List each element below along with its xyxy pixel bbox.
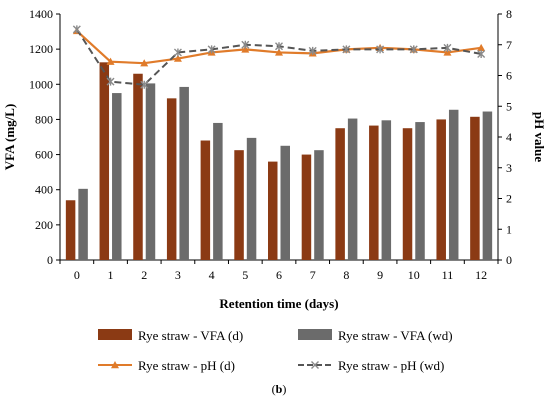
x-axis-ticks: 0 1 2 3 4 5 6 7 8 9 10 11 12 — [59, 260, 499, 282]
ph-wd-point — [140, 80, 149, 89]
vfa-d-bar — [200, 140, 211, 260]
vfa-wd-bar — [314, 150, 324, 260]
y2-tick-label: 1 — [506, 222, 512, 236]
vfa-wd-bar — [482, 111, 493, 261]
x-tick-label: 1 — [108, 268, 114, 282]
vfa-wd-bar — [145, 83, 156, 261]
vfa-wd-bar — [415, 122, 425, 260]
ph-wd-point — [241, 40, 250, 49]
x-tick-label: 12 — [475, 268, 487, 282]
y2-tick-label: 5 — [506, 99, 512, 113]
vfa-d-bar — [335, 128, 345, 260]
x-tick-label: 3 — [175, 268, 181, 282]
y-tick-label: 400 — [35, 183, 53, 197]
ph-wd-point — [477, 49, 486, 58]
bar-series — [65, 62, 493, 261]
x-tick-label: 6 — [276, 268, 282, 282]
vfa-d-bar — [402, 128, 413, 260]
ph-wd-point — [106, 77, 115, 86]
vfa-wd-bar — [280, 145, 290, 260]
vfa-d-bar — [133, 73, 143, 260]
vfa-wd-bar — [448, 109, 459, 260]
vfa-d-bar — [470, 116, 480, 261]
legend-swatch — [298, 329, 332, 340]
vfa-wd-bar — [78, 188, 88, 260]
ph-wd-point — [173, 48, 182, 57]
x-axis-title: Retention time (days) — [219, 296, 338, 311]
line-series — [72, 25, 486, 89]
x-tick-label: 4 — [209, 268, 215, 282]
x-tick-label: 7 — [310, 268, 316, 282]
x-tick-label: 5 — [242, 268, 248, 282]
y-axis-ticks: 0 200 400 600 800 1000 1200 1400 — [29, 7, 60, 267]
x-tick-label: 10 — [408, 268, 420, 282]
vfa-wd-bar — [179, 86, 189, 261]
y2-tick-label: 7 — [506, 38, 512, 52]
ph-d-point — [140, 59, 149, 67]
y2-tick-label: 8 — [506, 7, 512, 21]
ph-d-point — [106, 57, 115, 65]
ph-wd-point — [72, 25, 81, 34]
y2-axis-ticks: 0 1 2 3 4 5 6 7 8 — [498, 7, 512, 267]
legend-label: Rye straw - pH (d) — [138, 358, 235, 373]
vfa-wd-bar — [246, 137, 257, 260]
vfa-wd-bar — [112, 93, 122, 260]
legend-label: Rye straw - pH (wd) — [338, 358, 444, 373]
y-tick-label: 800 — [35, 112, 53, 126]
x-tick-label: 11 — [442, 268, 454, 282]
y2-tick-label: 3 — [506, 161, 512, 175]
ph-d-point — [443, 48, 452, 56]
x-tick-label: 9 — [377, 268, 383, 282]
ph-d-point — [173, 54, 182, 62]
ph-wd-point — [443, 43, 452, 52]
y-tick-label: 600 — [35, 148, 53, 162]
ph-wd-point — [275, 42, 283, 51]
y-axis-title: VFA (mg/L) — [2, 104, 17, 171]
y2-tick-label: 6 — [506, 69, 512, 83]
legend-swatch — [98, 329, 132, 340]
vfa-wd-bar — [381, 120, 392, 260]
y2-tick-label: 0 — [506, 253, 512, 267]
y2-tick-label: 2 — [506, 192, 512, 206]
vfa-wd-bar — [213, 122, 223, 260]
legend-marker — [111, 361, 119, 369]
vfa-d-bar — [436, 119, 446, 260]
figure-caption: (b) — [272, 382, 287, 396]
vfa-d-bar — [369, 125, 379, 260]
vfa-d-bar — [166, 98, 177, 260]
y-tick-label: 200 — [35, 218, 53, 232]
y-tick-label: 1000 — [29, 77, 53, 91]
y2-tick-label: 4 — [506, 130, 512, 144]
x-tick-label: 2 — [141, 268, 147, 282]
caption-prefix: ( — [272, 382, 276, 396]
legend-label: Rye straw - VFA (d) — [138, 328, 243, 343]
legend-marker — [311, 361, 319, 369]
vfa-d-bar — [268, 161, 278, 260]
legend-label: Rye straw - VFA (wd) — [338, 328, 453, 343]
vfa-d-bar — [234, 150, 244, 260]
vfa-d-bar — [301, 154, 312, 260]
caption-letter: b — [276, 382, 283, 396]
y-tick-label: 1400 — [29, 7, 53, 21]
ph-wd-point — [342, 45, 351, 54]
x-tick-label: 8 — [343, 268, 349, 282]
legend: Rye straw - VFA (d) Rye straw - VFA (wd) R… — [98, 328, 453, 373]
caption-suffix: ) — [282, 382, 286, 396]
x-tick-label: 0 — [74, 268, 80, 282]
vfa-d-bar — [65, 200, 76, 260]
y-tick-label: 0 — [47, 253, 53, 267]
ph-wd-point — [207, 45, 216, 54]
ph-d-point — [241, 45, 250, 53]
y-tick-label: 1200 — [29, 42, 53, 56]
vfa-d-bar — [99, 62, 110, 261]
y2-axis-title: pH value — [532, 112, 547, 162]
vfa-wd-bar — [347, 118, 358, 260]
ph-wd-point — [308, 46, 317, 55]
ph-d-point — [477, 43, 486, 52]
ph-d-point — [275, 48, 283, 56]
ph-wd-point — [409, 45, 418, 54]
ph-wd-point — [376, 45, 385, 54]
